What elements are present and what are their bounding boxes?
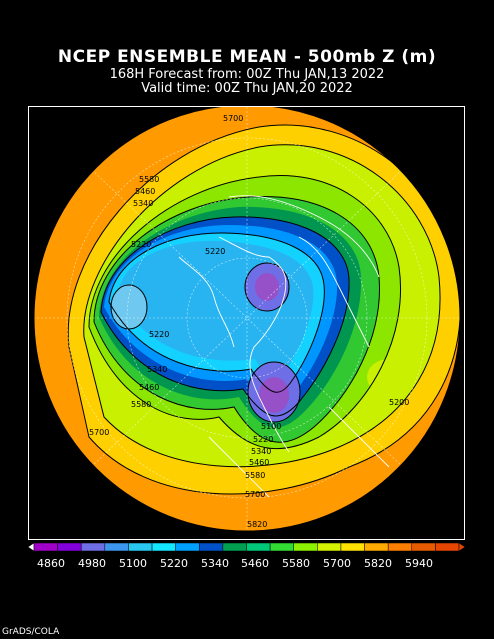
colorbar-label: 5100 <box>119 557 147 570</box>
contour-label: 5200 <box>389 398 409 407</box>
hemisphere-edge <box>33 107 461 532</box>
colorbar-min-arrow <box>28 542 35 552</box>
band-4980-east <box>259 377 289 413</box>
contour-labels: 5700 5580 5460 5340 5220 5220 5220 5340 … <box>89 114 409 529</box>
colorbar-label: 4860 <box>37 557 65 570</box>
contour-label: 5700 <box>245 490 265 499</box>
contour-label: 5460 <box>135 187 155 196</box>
colorbar-swatch <box>387 542 413 552</box>
colorbar-swatch <box>435 542 460 552</box>
forecast-subtitle: 168H Forecast from: 00Z Thu JAN,13 2022 <box>109 67 385 82</box>
contour-label: 5220 <box>149 330 169 339</box>
colorbar-swatch <box>293 542 318 552</box>
coastlines <box>178 195 390 498</box>
contour-label: 5460 <box>139 383 159 392</box>
colorbar-swatch <box>317 542 342 552</box>
colorbar-label: 5580 <box>282 557 310 570</box>
colorbar-swatch <box>340 542 365 552</box>
contour-label: 5220 <box>253 435 273 444</box>
colorbar-swatch <box>175 542 200 552</box>
colorbar-swatch <box>80 542 106 552</box>
band-4980-north <box>255 273 279 301</box>
filled-contours <box>34 107 460 531</box>
colorbar-label: 5460 <box>241 557 269 570</box>
colorbar-swatch <box>364 542 389 552</box>
valid-time-subtitle: Valid time: 00Z Thu JAN,20 2022 <box>141 81 353 96</box>
contour-label: 5820 <box>247 520 267 529</box>
colorbar-swatch <box>199 542 224 552</box>
colorbar-swatch <box>222 542 247 552</box>
graticule <box>34 107 460 531</box>
colorbar-label: 4980 <box>78 557 106 570</box>
map-frame: 5700 5580 5460 5340 5220 5220 5220 5340 … <box>28 106 465 540</box>
band-5700-ridge <box>367 359 411 395</box>
colorbar-label: 5940 <box>405 557 433 570</box>
colorbar-max-arrow <box>458 542 465 552</box>
contour-label: 5580 <box>139 175 159 184</box>
contour-label: 5340 <box>133 199 153 208</box>
contour-label: 5580 <box>131 400 151 409</box>
colorbar-label: 5340 <box>201 557 229 570</box>
colorbar-swatch <box>33 542 58 552</box>
colorbar-swatch <box>104 542 129 552</box>
colorbar-swatch <box>411 542 436 552</box>
credit-text: GrADS/COLA <box>2 627 60 637</box>
colorbar <box>28 542 465 552</box>
colorbar-swatch <box>246 542 271 552</box>
colorbar-label: 5820 <box>364 557 392 570</box>
height-map: 5700 5580 5460 5340 5220 5220 5220 5340 … <box>33 107 461 532</box>
colorbar-swatch <box>151 542 176 552</box>
contour-label: 5700 <box>89 428 109 437</box>
contour-label: 5220 <box>205 247 225 256</box>
contour-label: 5460 <box>249 458 269 467</box>
colorbar-swatch <box>57 542 82 552</box>
contour-label: 5700 <box>223 114 243 123</box>
colorbar-label: 5700 <box>323 557 351 570</box>
colorbar-swatch <box>269 542 294 552</box>
contour-label: 5340 <box>251 447 271 456</box>
colorbar-label: 5220 <box>160 557 188 570</box>
contour-label: 5220 <box>131 240 151 249</box>
map-title: NCEP ENSEMBLE MEAN - 500mb Z (m) <box>57 47 437 67</box>
contour-label: 5340 <box>147 365 167 374</box>
colorbar-swatch <box>128 542 153 552</box>
contour-label: 5580 <box>245 471 265 480</box>
contour-label: 5100 <box>261 422 281 431</box>
